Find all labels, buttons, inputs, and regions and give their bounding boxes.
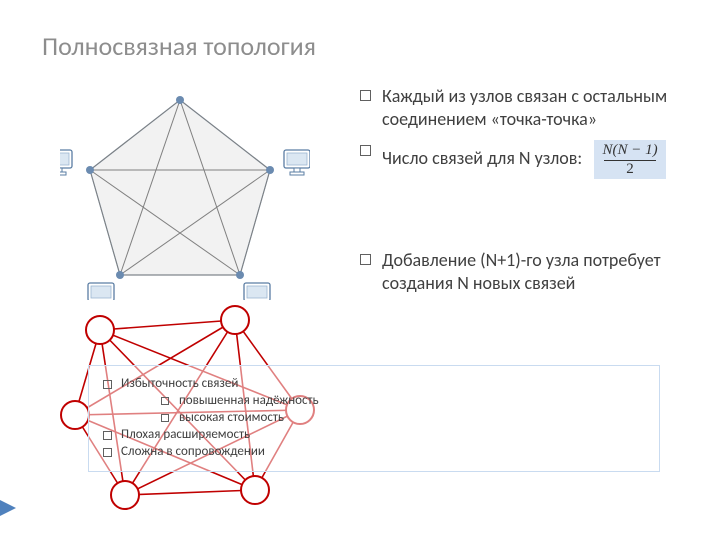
note-subitem: повышенная надёжность xyxy=(161,393,649,408)
graph-node xyxy=(61,401,89,429)
bullet-text: Каждый из узлов связан с остальным соеди… xyxy=(382,85,667,130)
computer-icon xyxy=(60,150,72,175)
bullet-text: Добавление (N+1)-го узла потребует созда… xyxy=(382,249,661,294)
slide-title: Полносвязная топология xyxy=(42,30,316,62)
formula-numerator: N(N − 1) xyxy=(602,142,657,159)
graph-node xyxy=(221,306,249,334)
computer-icon xyxy=(88,283,114,300)
note-subitem: высокая стоимость xyxy=(161,410,649,425)
graph-node xyxy=(86,316,114,344)
graph-node xyxy=(241,476,269,504)
bullet-text: Число связей для N узлов: xyxy=(382,147,582,169)
computer-icon xyxy=(244,283,270,300)
graph-node xyxy=(111,481,139,509)
slide: Полносвязная топология Каждый из узлов с… xyxy=(0,0,720,540)
formula-denominator: 2 xyxy=(602,161,657,178)
main-bullets: Каждый из узлов связан с остальным соеди… xyxy=(360,85,690,304)
pentagon-network-diagram xyxy=(60,80,310,300)
note-item: Сложна в сопровождении xyxy=(99,444,649,459)
computer-icon xyxy=(284,150,310,175)
note-item: Плохая расширяемость xyxy=(99,427,649,442)
bullet-item: Число связей для N узлов: N(N − 1) 2 xyxy=(360,140,690,179)
note-text: Избыточность связей xyxy=(121,376,238,391)
note-text: Сложна в сопровождении xyxy=(121,444,265,459)
slide-marker-icon xyxy=(0,500,16,516)
note-text: Плохая расширяемость xyxy=(121,427,250,442)
formula: N(N − 1) 2 xyxy=(594,140,665,179)
notes-box: Избыточность связей повышенная надёжность… xyxy=(88,365,660,472)
bullet-item: Добавление (N+1)-го узла потребует созда… xyxy=(360,249,690,294)
note-item: Избыточность связей повышенная надёжность… xyxy=(99,376,649,425)
bullet-item: Каждый из узлов связан с остальным соеди… xyxy=(360,85,690,130)
